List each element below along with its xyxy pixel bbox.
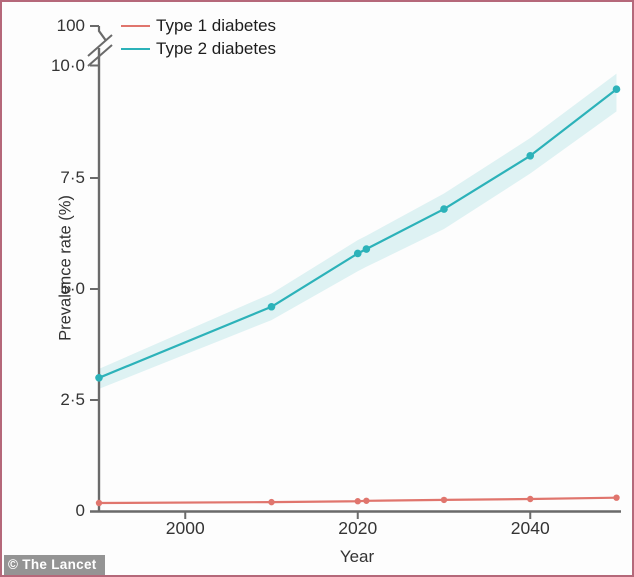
y-tick-label: 10·0 bbox=[50, 55, 85, 75]
marker-type1 bbox=[440, 496, 448, 504]
marker-type2 bbox=[95, 374, 103, 382]
confidence-band bbox=[99, 73, 617, 389]
marker-type2 bbox=[526, 152, 535, 160]
marker-type2 bbox=[353, 249, 362, 258]
legend-item: Type 1 diabetes bbox=[121, 14, 276, 37]
y-axis-break-label: 100 bbox=[56, 16, 85, 35]
y-axis-break-stub bbox=[97, 26, 107, 41]
lancet-watermark: © The Lancet bbox=[4, 555, 105, 575]
marker-type1 bbox=[268, 498, 275, 506]
y-axis-title: Prevalence rate (%) bbox=[56, 195, 75, 341]
legend-label: Type 1 diabetes bbox=[156, 15, 277, 35]
axis-break-slash bbox=[87, 44, 113, 67]
marker-type1 bbox=[354, 498, 361, 505]
x-tick-label: 2000 bbox=[165, 518, 205, 538]
y-tick-label: 0 bbox=[75, 501, 85, 520]
marker-type1 bbox=[363, 497, 370, 504]
legend-item: Type 2 diabetes bbox=[121, 37, 276, 60]
marker-type1 bbox=[613, 494, 620, 501]
marker-type2 bbox=[612, 85, 621, 93]
marker-type2 bbox=[267, 302, 276, 311]
legend-swatch-type2 bbox=[121, 47, 150, 50]
marker-type1 bbox=[95, 499, 103, 507]
x-tick-label: 2020 bbox=[338, 518, 378, 538]
axis-break-slash bbox=[87, 34, 113, 57]
x-axis-title: Year bbox=[339, 547, 375, 566]
marker-type2 bbox=[440, 205, 448, 213]
y-tick-label: 5·0 bbox=[60, 279, 85, 298]
marker-type1 bbox=[527, 495, 534, 503]
legend-swatch-type1 bbox=[121, 24, 150, 27]
marker-type2 bbox=[362, 245, 371, 253]
legend-label: Type 2 diabetes bbox=[156, 38, 277, 58]
x-tick-label: 2040 bbox=[510, 518, 550, 538]
legend: Type 1 diabetes Type 2 diabetes bbox=[121, 14, 276, 60]
y-tick-label: 2·5 bbox=[60, 390, 85, 409]
y-tick-label: 7·5 bbox=[60, 168, 85, 187]
